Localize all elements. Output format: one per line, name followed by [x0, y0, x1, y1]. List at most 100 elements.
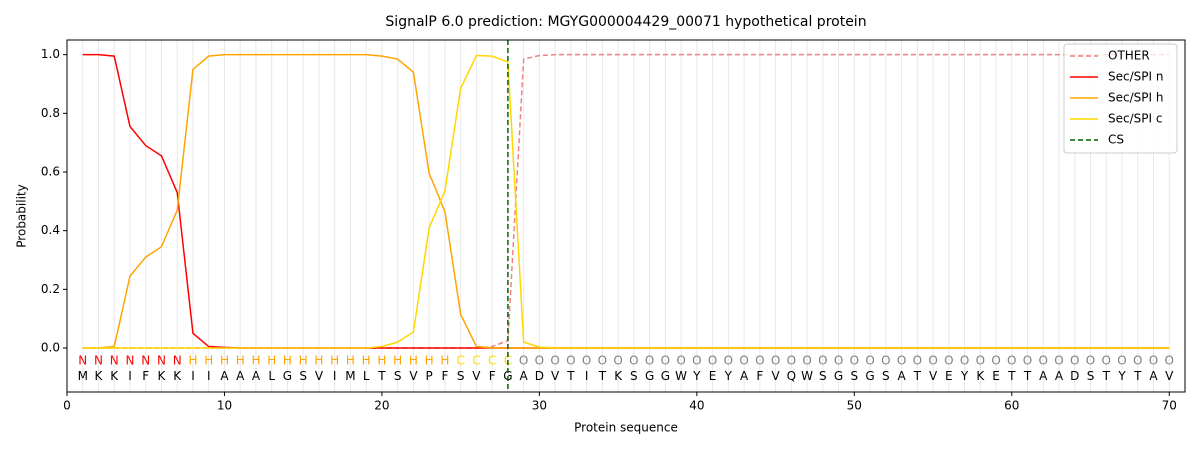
residue: G: [865, 369, 874, 383]
region-label: O: [582, 354, 591, 368]
region-label: O: [1149, 354, 1158, 368]
region-label: N: [110, 354, 119, 368]
region-label: H: [393, 354, 402, 368]
residue: F: [489, 369, 496, 383]
region-label: H: [220, 354, 229, 368]
region-label: N: [78, 354, 87, 368]
chart-title: SignalP 6.0 prediction: MGYG000004429_00…: [385, 14, 866, 30]
region-label: O: [566, 354, 575, 368]
region-label: O: [913, 354, 922, 368]
residue: I: [191, 369, 195, 383]
residue: S: [630, 369, 638, 383]
region-label: O: [598, 354, 607, 368]
x-axis-label: Protein sequence: [574, 421, 678, 435]
residue: A: [1055, 369, 1064, 383]
residue: I: [128, 369, 132, 383]
region-label: H: [267, 354, 276, 368]
region-label: O: [692, 354, 701, 368]
region-label: O: [1054, 354, 1063, 368]
region-label: O: [1117, 354, 1126, 368]
region-label: C: [456, 354, 464, 368]
region-label: O: [1039, 354, 1048, 368]
residue: Y: [692, 369, 701, 383]
residue: V: [472, 369, 481, 383]
region-label: O: [991, 354, 1000, 368]
region-label: O: [724, 354, 733, 368]
region-label: H: [314, 354, 323, 368]
region-label: O: [535, 354, 544, 368]
residue: D: [535, 369, 544, 383]
region-label: O: [834, 354, 843, 368]
region-label: H: [425, 354, 434, 368]
residue: A: [520, 369, 529, 383]
region-label: H: [283, 354, 292, 368]
region-label: O: [613, 354, 622, 368]
residue: T: [1133, 369, 1142, 383]
residue: G: [661, 369, 670, 383]
region-label: O: [1165, 354, 1174, 368]
legend-label: OTHER: [1108, 49, 1150, 63]
residue: A: [897, 369, 906, 383]
residue: K: [173, 369, 182, 383]
region-label: N: [141, 354, 150, 368]
residue: K: [614, 369, 623, 383]
region-label: O: [928, 354, 937, 368]
residue: G: [283, 369, 292, 383]
region-label: O: [944, 354, 953, 368]
residue: Y: [1117, 369, 1126, 383]
x-tick-label: 0: [63, 399, 71, 413]
residue: S: [851, 369, 859, 383]
region-label: O: [676, 354, 685, 368]
residue: E: [709, 369, 717, 383]
residue: D: [1070, 369, 1079, 383]
residue: T: [1007, 369, 1016, 383]
residue: K: [976, 369, 985, 383]
residue: F: [441, 369, 448, 383]
residue: P: [426, 369, 433, 383]
residue: V: [315, 369, 324, 383]
residue: T: [1023, 369, 1032, 383]
region-label: H: [346, 354, 355, 368]
residue: Y: [724, 369, 733, 383]
region-label: O: [1102, 354, 1111, 368]
residue: G: [645, 369, 654, 383]
x-tick-label: 60: [1004, 399, 1019, 413]
x-tick-label: 50: [847, 399, 862, 413]
region-label: O: [708, 354, 717, 368]
y-tick-label: 0.6: [41, 165, 60, 179]
series-line: [82, 53, 1170, 349]
residue: A: [252, 369, 261, 383]
region-label: O: [865, 354, 874, 368]
residue: T: [1102, 369, 1111, 383]
region-label: N: [173, 354, 182, 368]
residue: W: [801, 369, 813, 383]
region-label: O: [661, 354, 670, 368]
residue: Y: [960, 369, 969, 383]
residue: V: [409, 369, 418, 383]
residue: W: [675, 369, 687, 383]
region-label: O: [519, 354, 528, 368]
residue: A: [1149, 369, 1158, 383]
series-line: [82, 53, 1170, 349]
region-label: H: [409, 354, 418, 368]
region-label: O: [818, 354, 827, 368]
residue: K: [95, 369, 104, 383]
residue: E: [992, 369, 1000, 383]
residue: S: [1087, 369, 1095, 383]
region-label: C: [472, 354, 480, 368]
region-label: O: [1086, 354, 1095, 368]
region-label: H: [188, 354, 197, 368]
series-line: [82, 54, 1170, 349]
legend-label: CS: [1108, 133, 1124, 147]
residue: M: [345, 369, 355, 383]
residue: M: [78, 369, 88, 383]
series-line: [82, 53, 1170, 349]
residue: Q: [787, 369, 796, 383]
residue: V: [771, 369, 780, 383]
residue: A: [740, 369, 749, 383]
x-tick-label: 40: [689, 399, 704, 413]
residue: T: [377, 369, 386, 383]
region-label: N: [157, 354, 166, 368]
region-label: O: [960, 354, 969, 368]
